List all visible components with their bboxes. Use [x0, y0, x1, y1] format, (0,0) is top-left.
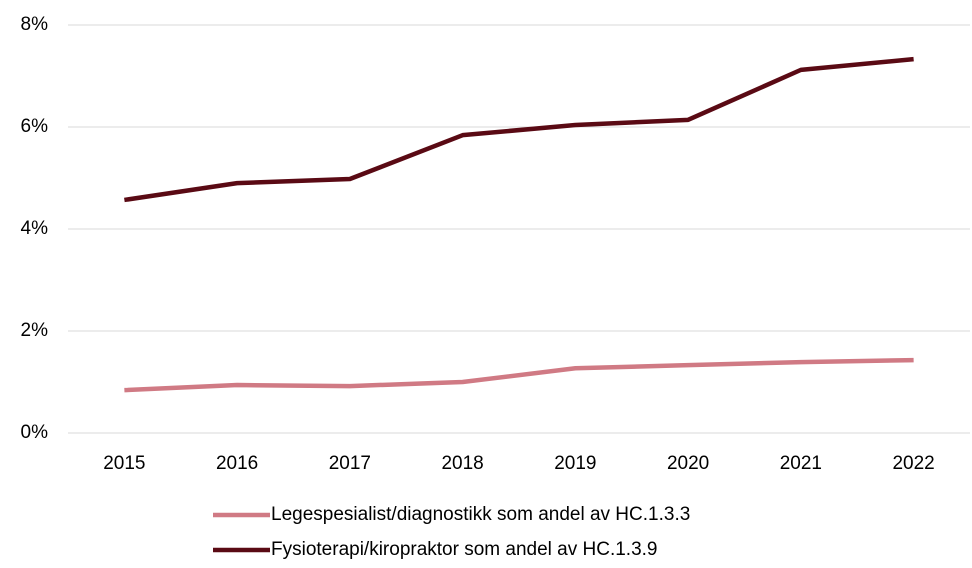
series-line [124, 357, 914, 393]
y-tick-label: 2% [21, 320, 49, 341]
series-line [124, 56, 914, 203]
x-tick-label: 2019 [554, 453, 596, 474]
y-tick-label: 0% [21, 422, 49, 443]
y-tick-label: 4% [21, 218, 49, 239]
legend-label: Legespesialist/diagnostikk som andel av … [271, 504, 690, 525]
y-tick-label: 6% [21, 116, 49, 137]
legend-label: Fysioterapi/kiropraktor som andel av HC.… [271, 539, 658, 560]
x-tick-label: 2021 [780, 453, 822, 474]
x-tick-label: 2016 [216, 453, 258, 474]
x-tick-label: 2017 [329, 453, 371, 474]
x-tick-label: 2020 [667, 453, 709, 474]
y-tick-label: 8% [21, 14, 49, 35]
x-tick-label: 2018 [441, 453, 483, 474]
x-tick-label: 2022 [892, 453, 934, 474]
x-tick-label: 2015 [103, 453, 145, 474]
